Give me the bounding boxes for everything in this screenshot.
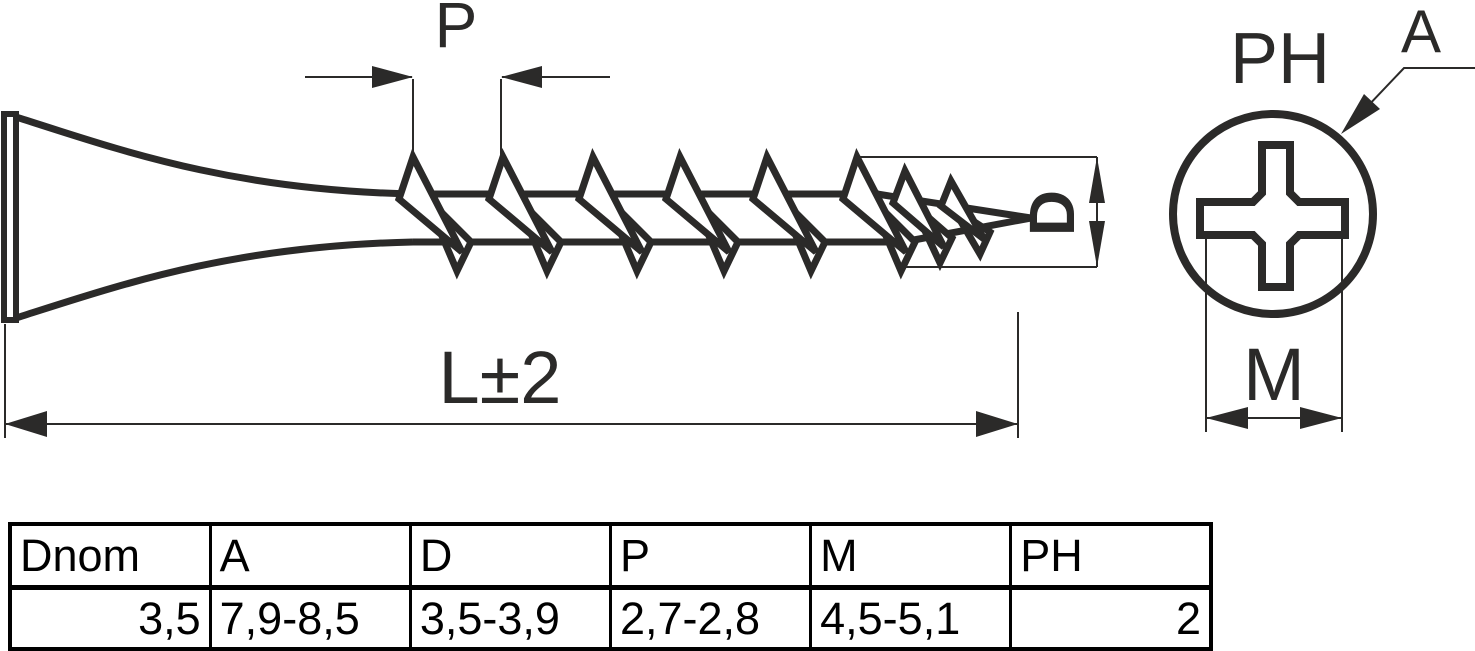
header-p: P [608,522,813,590]
phillips-recess-cross [1196,141,1349,291]
value-m: 4,5-5,1 [809,586,1013,651]
arrowhead-left-icon [5,411,47,437]
detail-leader [1341,67,1475,134]
arrowhead-down-icon [1089,221,1105,267]
header-d: D [408,522,612,590]
value-a: 7,9-8,5 [208,586,412,651]
dimension-length [4,312,1019,438]
arrowhead-left-icon [501,66,542,88]
header-a: A [208,522,412,590]
recess-type-label: PH [1230,19,1330,99]
dimension-recess-width [1205,237,1343,432]
header-ph: PH [1009,522,1213,590]
arrowhead-leader-icon [1341,94,1380,134]
recess-width-label: M [1243,333,1305,416]
screw-drawing-canvas: P L±2 D [1,0,1475,438]
dimension-diameter [857,156,1105,268]
arrowhead-right-icon [372,66,413,88]
arrowhead-left-icon [1206,407,1248,429]
dimension-pitch [305,66,610,155]
arrowhead-right-icon [976,411,1018,437]
thread-flights-upper [394,148,988,255]
header-m: M [809,522,1013,590]
arrowhead-up-icon [1089,157,1105,203]
value-dnom: 3,5 [8,586,212,651]
diameter-label: D [1016,190,1088,236]
table-header-row: Dnom A D P M PH [8,522,1213,590]
header-dnom: Dnom [8,522,212,590]
screw-head-plate [1,111,19,323]
value-d: 3,5-3,9 [408,586,612,651]
detail-label: A [1401,0,1441,65]
value-p: 2,7-2,8 [608,586,813,651]
table-value-row: 3,5 7,9-8,5 3,5-3,9 2,7-2,8 4,5-5,1 2 [8,586,1213,651]
bugle-curve-top [14,113,414,198]
dimensions-table: Dnom A D P M PH 3,5 7,9-8,5 3,5-3,9 2,7-… [8,522,1213,651]
bugle-curve-bottom [14,238,414,322]
screw-head-front-view [1169,110,1377,318]
arrowhead-right-icon [1300,407,1342,429]
length-label: L±2 [439,336,562,419]
pitch-label: P [435,0,478,61]
value-ph: 2 [1009,586,1213,651]
